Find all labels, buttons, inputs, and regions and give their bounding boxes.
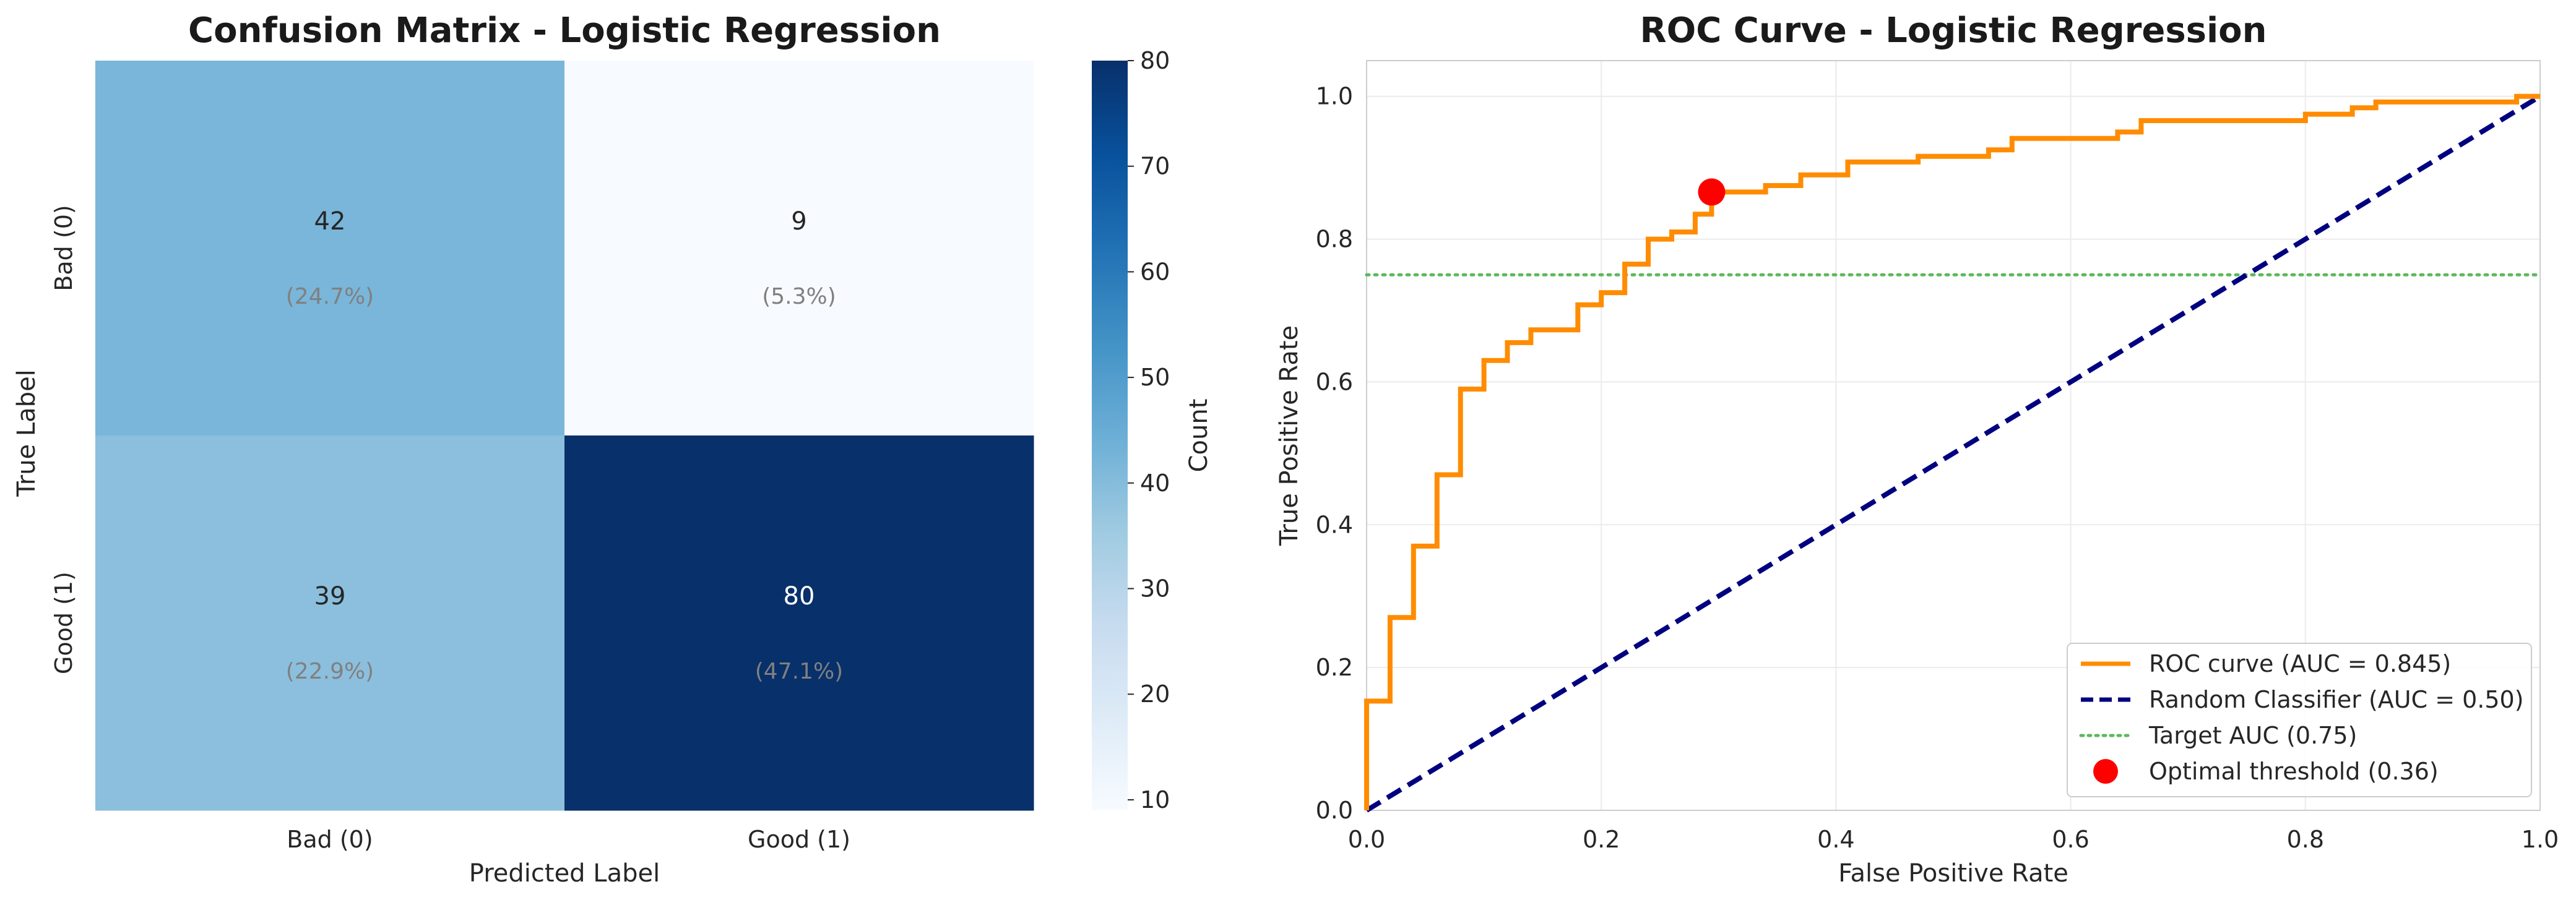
colorbar-tick-label: 80 [1140,47,1170,74]
colorbar-tick-label: 20 [1140,680,1170,708]
roc-plot-frame [1366,60,2541,811]
cm-cell [564,61,1034,436]
cm-cells [95,61,1034,811]
roc-x-axis-label: False Positive Rate [1838,859,2068,888]
roc-y-tick-label: 0.4 [1316,511,1353,538]
roc-x-tick-label: 0.2 [1583,826,1620,853]
cm-cell [95,61,565,436]
roc-title: ROC Curve - Logistic Regression [1640,11,2267,51]
roc-x-tick-label: 0.4 [1817,826,1854,853]
cm-cell-percent: (22.9%) [286,659,374,684]
cm-tick-labels: Bad (0) Good (1) Bad (0) Good (1) [50,205,850,853]
colorbar-tick-label: 10 [1140,786,1170,813]
colorbar-tick-label: 70 [1140,153,1170,180]
roc-y-tick-label: 0.8 [1316,226,1353,253]
roc-legend: ROC curve (AUC = 0.845) Random Classifie… [2067,643,2532,797]
legend-optimal-swatch [2093,759,2118,784]
cm-x-tick-label: Bad (0) [287,826,373,853]
cm-cell-percent: (47.1%) [755,659,843,684]
cm-cell-percent: (24.7%) [286,284,374,309]
roc-random-classifier-line [1365,94,2542,813]
colorbar-ticks: 10 20 30 40 50 60 70 80 [1128,47,1170,813]
colorbar-tick-label: 60 [1140,258,1170,285]
colorbar-tick-label: 30 [1140,575,1170,603]
legend-optimal-label: Optimal threshold (0.36) [2149,758,2439,785]
cm-title: Confusion Matrix - Logistic Regression [188,11,941,51]
legend-random-label: Random Classifier (AUC = 0.50) [2149,686,2524,713]
roc-y-axis-label: True Positive Rate [1275,325,1303,546]
cm-x-axis-label: Predicted Label [469,859,660,888]
cm-cell-count: 42 [314,207,346,236]
cm-x-tick-label: Good (1) [748,826,850,853]
roc-curve-line [1364,93,2540,810]
legend-target-label: Target AUC (0.75) [2148,722,2357,749]
roc-x-tick-label: 0.8 [2287,826,2324,853]
cm-y-axis-label: True Label [12,369,41,497]
cm-annotations: 42 (24.7%) 9 (5.3%) 39 (22.9%) 80 (47.1%) [286,207,843,684]
cm-cell-percent: (5.3%) [762,284,836,309]
colorbar-label: Count [1185,399,1213,473]
cm-cell-count: 80 [784,582,815,611]
roc-series [1364,93,2542,813]
colorbar-tick-label: 50 [1140,364,1170,391]
confusion-matrix-panel: Confusion Matrix - Logistic Regression 4… [12,11,1213,888]
cm-y-tick-label: Bad (0) [50,205,77,291]
cm-cell-count: 9 [791,207,806,236]
legend-roc-label: ROC curve (AUC = 0.845) [2149,650,2451,677]
colorbar [1092,61,1128,810]
roc-optimal-threshold-marker [1698,178,1726,206]
roc-x-tick-label: 0.0 [1348,826,1385,853]
roc-tick-labels: 0.0 0.2 0.4 0.6 0.8 1.0 0.0 0.2 0.4 0.6 0.8 1.0 [1316,83,2559,853]
roc-y-tick-label: 0.6 [1316,368,1353,395]
roc-y-tick-label: 0.0 [1316,797,1353,824]
roc-y-tick-label: 0.2 [1316,654,1353,681]
roc-y-tick-label: 1.0 [1316,83,1353,110]
cm-y-tick-label: Good (1) [50,572,77,674]
cm-cell [95,435,565,811]
roc-x-tick-label: 0.6 [2052,826,2089,853]
cm-cell-count: 39 [314,582,346,611]
cm-cell [564,435,1034,811]
legend-box [2067,643,2532,797]
colorbar-tick-label: 40 [1140,470,1170,497]
roc-panel: ROC Curve - Logistic Regression 0.0 0.2 0.… [1275,11,2559,888]
roc-x-tick-label: 1.0 [2522,826,2559,853]
